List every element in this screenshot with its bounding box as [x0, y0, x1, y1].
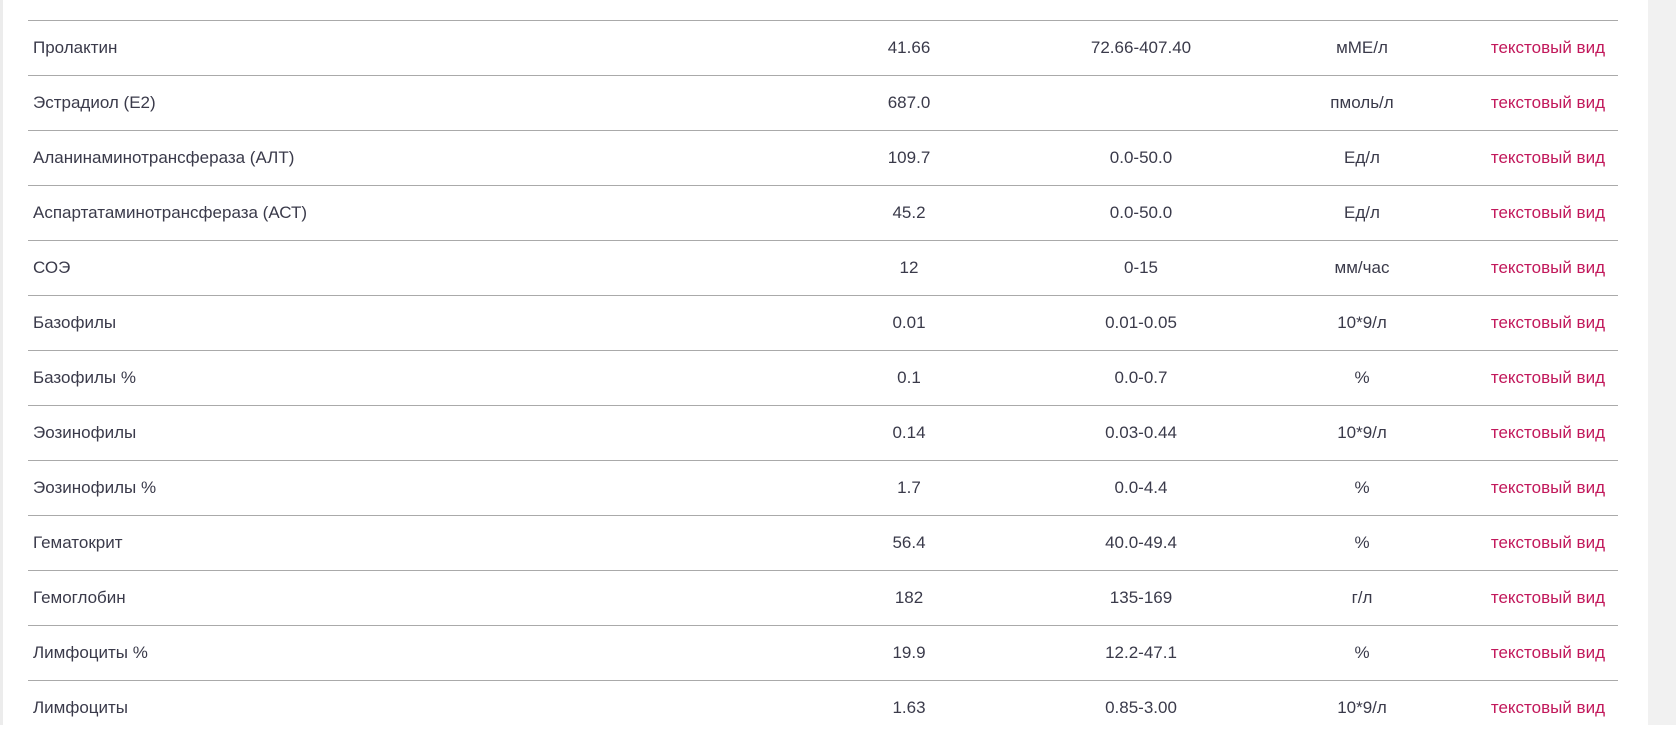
- table-row: Эозинофилы 0.14 0.03-0.44 10*9/л текстовый в…: [28, 405, 1618, 460]
- result-value: 1.7: [897, 478, 921, 497]
- reference-range: 0.0-0.7: [1114, 368, 1168, 387]
- unit: %: [1354, 533, 1370, 552]
- result-value: 12: [899, 258, 919, 277]
- result-value: 687.0: [887, 93, 931, 112]
- text-view-link[interactable]: текстовый вид: [1490, 588, 1605, 607]
- reference-range: 12.2-47.1: [1105, 643, 1177, 662]
- result-value: 0.01: [892, 313, 926, 332]
- unit: пмоль/л: [1330, 93, 1394, 112]
- text-view-link[interactable]: текстовый вид: [1490, 203, 1605, 222]
- scrollbar-track[interactable]: [1648, 0, 1676, 725]
- unit: 10*9/л: [1337, 423, 1387, 442]
- table-row: СОЭ 12 0-15 мм/час текстовый вид: [28, 240, 1618, 295]
- table-row: Гемоглобин 182 135-169 г/л текстовый вид: [28, 570, 1618, 625]
- test-name: Эозинофилы: [33, 423, 137, 442]
- lab-results-table: Пролактин 41.66 72.66-407.40 мМЕ/л текстовый…: [28, 20, 1618, 735]
- test-name: Лимфоциты: [33, 698, 129, 717]
- test-name: Гематокрит: [33, 533, 123, 552]
- unit: мм/час: [1334, 258, 1390, 277]
- test-name: Базофилы: [33, 313, 117, 332]
- test-name: Эозинофилы %: [33, 478, 157, 497]
- reference-range: 40.0-49.4: [1105, 533, 1177, 552]
- test-name: Пролактин: [33, 38, 118, 57]
- table-row: Аспартатаминотрансфераза (АСТ) 45.2 0.0-50…: [28, 185, 1618, 240]
- text-view-link[interactable]: текстовый вид: [1490, 643, 1605, 662]
- unit: г/л: [1351, 588, 1373, 607]
- unit: Ед/л: [1344, 203, 1380, 222]
- result-value: 182: [894, 588, 924, 607]
- table-row: Гематокрит 56.4 40.0-49.4% текстовый вид: [28, 515, 1618, 570]
- test-name: Базофилы %: [33, 368, 136, 387]
- text-view-link[interactable]: текстовый вид: [1490, 478, 1605, 497]
- reference-range: 0.0-4.4: [1114, 478, 1168, 497]
- unit: мМЕ/л: [1336, 38, 1388, 57]
- text-view-link[interactable]: текстовый вид: [1490, 313, 1605, 332]
- table-row: Базофилы % 0.1 0.0-0.7% текстовый вид: [28, 350, 1618, 405]
- reference-range: 0.0-50.0: [1109, 148, 1173, 167]
- table-row: Лимфоциты % 19.9 12.2-47.1% текстовый вид: [28, 625, 1618, 680]
- unit: %: [1354, 478, 1370, 497]
- test-name: Эстрадиол (E2): [33, 93, 156, 112]
- test-name: Лимфоциты %: [33, 643, 148, 662]
- unit: 10*9/л: [1337, 698, 1387, 717]
- table-row: Лимфоциты 1.63 0.85-3.00 10*9/л текстовый ви…: [28, 680, 1618, 735]
- text-view-link[interactable]: текстовый вид: [1490, 368, 1605, 387]
- result-value: 1.63: [892, 698, 926, 717]
- result-value: 109.7: [887, 148, 931, 167]
- test-name: Аспартатаминотрансфераза (АСТ): [33, 203, 308, 222]
- unit: 10*9/л: [1337, 313, 1387, 332]
- text-view-link[interactable]: текстовый вид: [1490, 698, 1605, 717]
- reference-range: 0.0-50.0: [1109, 203, 1173, 222]
- test-name: СОЭ: [33, 258, 71, 277]
- result-value: 45.2: [892, 203, 926, 222]
- reference-range: 0.85-3.00: [1105, 698, 1177, 717]
- table-row: Эстрадиол (E2) 687.0 пмоль/л текстовый вид: [28, 75, 1618, 130]
- result-value: 41.66: [887, 38, 931, 57]
- unit: Ед/л: [1344, 148, 1380, 167]
- text-view-link[interactable]: текстовый вид: [1490, 258, 1605, 277]
- reference-range: 135-169: [1109, 588, 1173, 607]
- result-value: 56.4: [892, 533, 926, 552]
- left-edge: [0, 0, 3, 725]
- table-row: Аланинаминотрансфераза (АЛТ) 109.7 0.0-50.…: [28, 130, 1618, 185]
- table-row: Пролактин 41.66 72.66-407.40 мМЕ/л текстовый…: [28, 20, 1618, 75]
- test-name: Гемоглобин: [33, 588, 126, 607]
- reference-range: 0.03-0.44: [1105, 423, 1177, 442]
- reference-range: 0-15: [1123, 258, 1159, 277]
- text-view-link[interactable]: текстовый вид: [1490, 38, 1605, 57]
- text-view-link[interactable]: текстовый вид: [1490, 148, 1605, 167]
- reference-range: 72.66-407.40: [1090, 38, 1192, 57]
- result-value: 0.14: [892, 423, 926, 442]
- text-view-link[interactable]: текстовый вид: [1490, 93, 1605, 112]
- table-row: Базофилы 0.01 0.01-0.05 10*9/л текстовый вид: [28, 295, 1618, 350]
- unit: %: [1354, 368, 1370, 387]
- unit: %: [1354, 643, 1370, 662]
- table-row: Эозинофилы % 1.7 0.0-4.4% текстовый вид: [28, 460, 1618, 515]
- result-value: 0.1: [897, 368, 921, 387]
- result-value: 19.9: [892, 643, 926, 662]
- text-view-link[interactable]: текстовый вид: [1490, 423, 1605, 442]
- test-name: Аланинаминотрансфераза (АЛТ): [33, 148, 295, 167]
- text-view-link[interactable]: текстовый вид: [1490, 533, 1605, 552]
- reference-range: 0.01-0.05: [1105, 313, 1177, 332]
